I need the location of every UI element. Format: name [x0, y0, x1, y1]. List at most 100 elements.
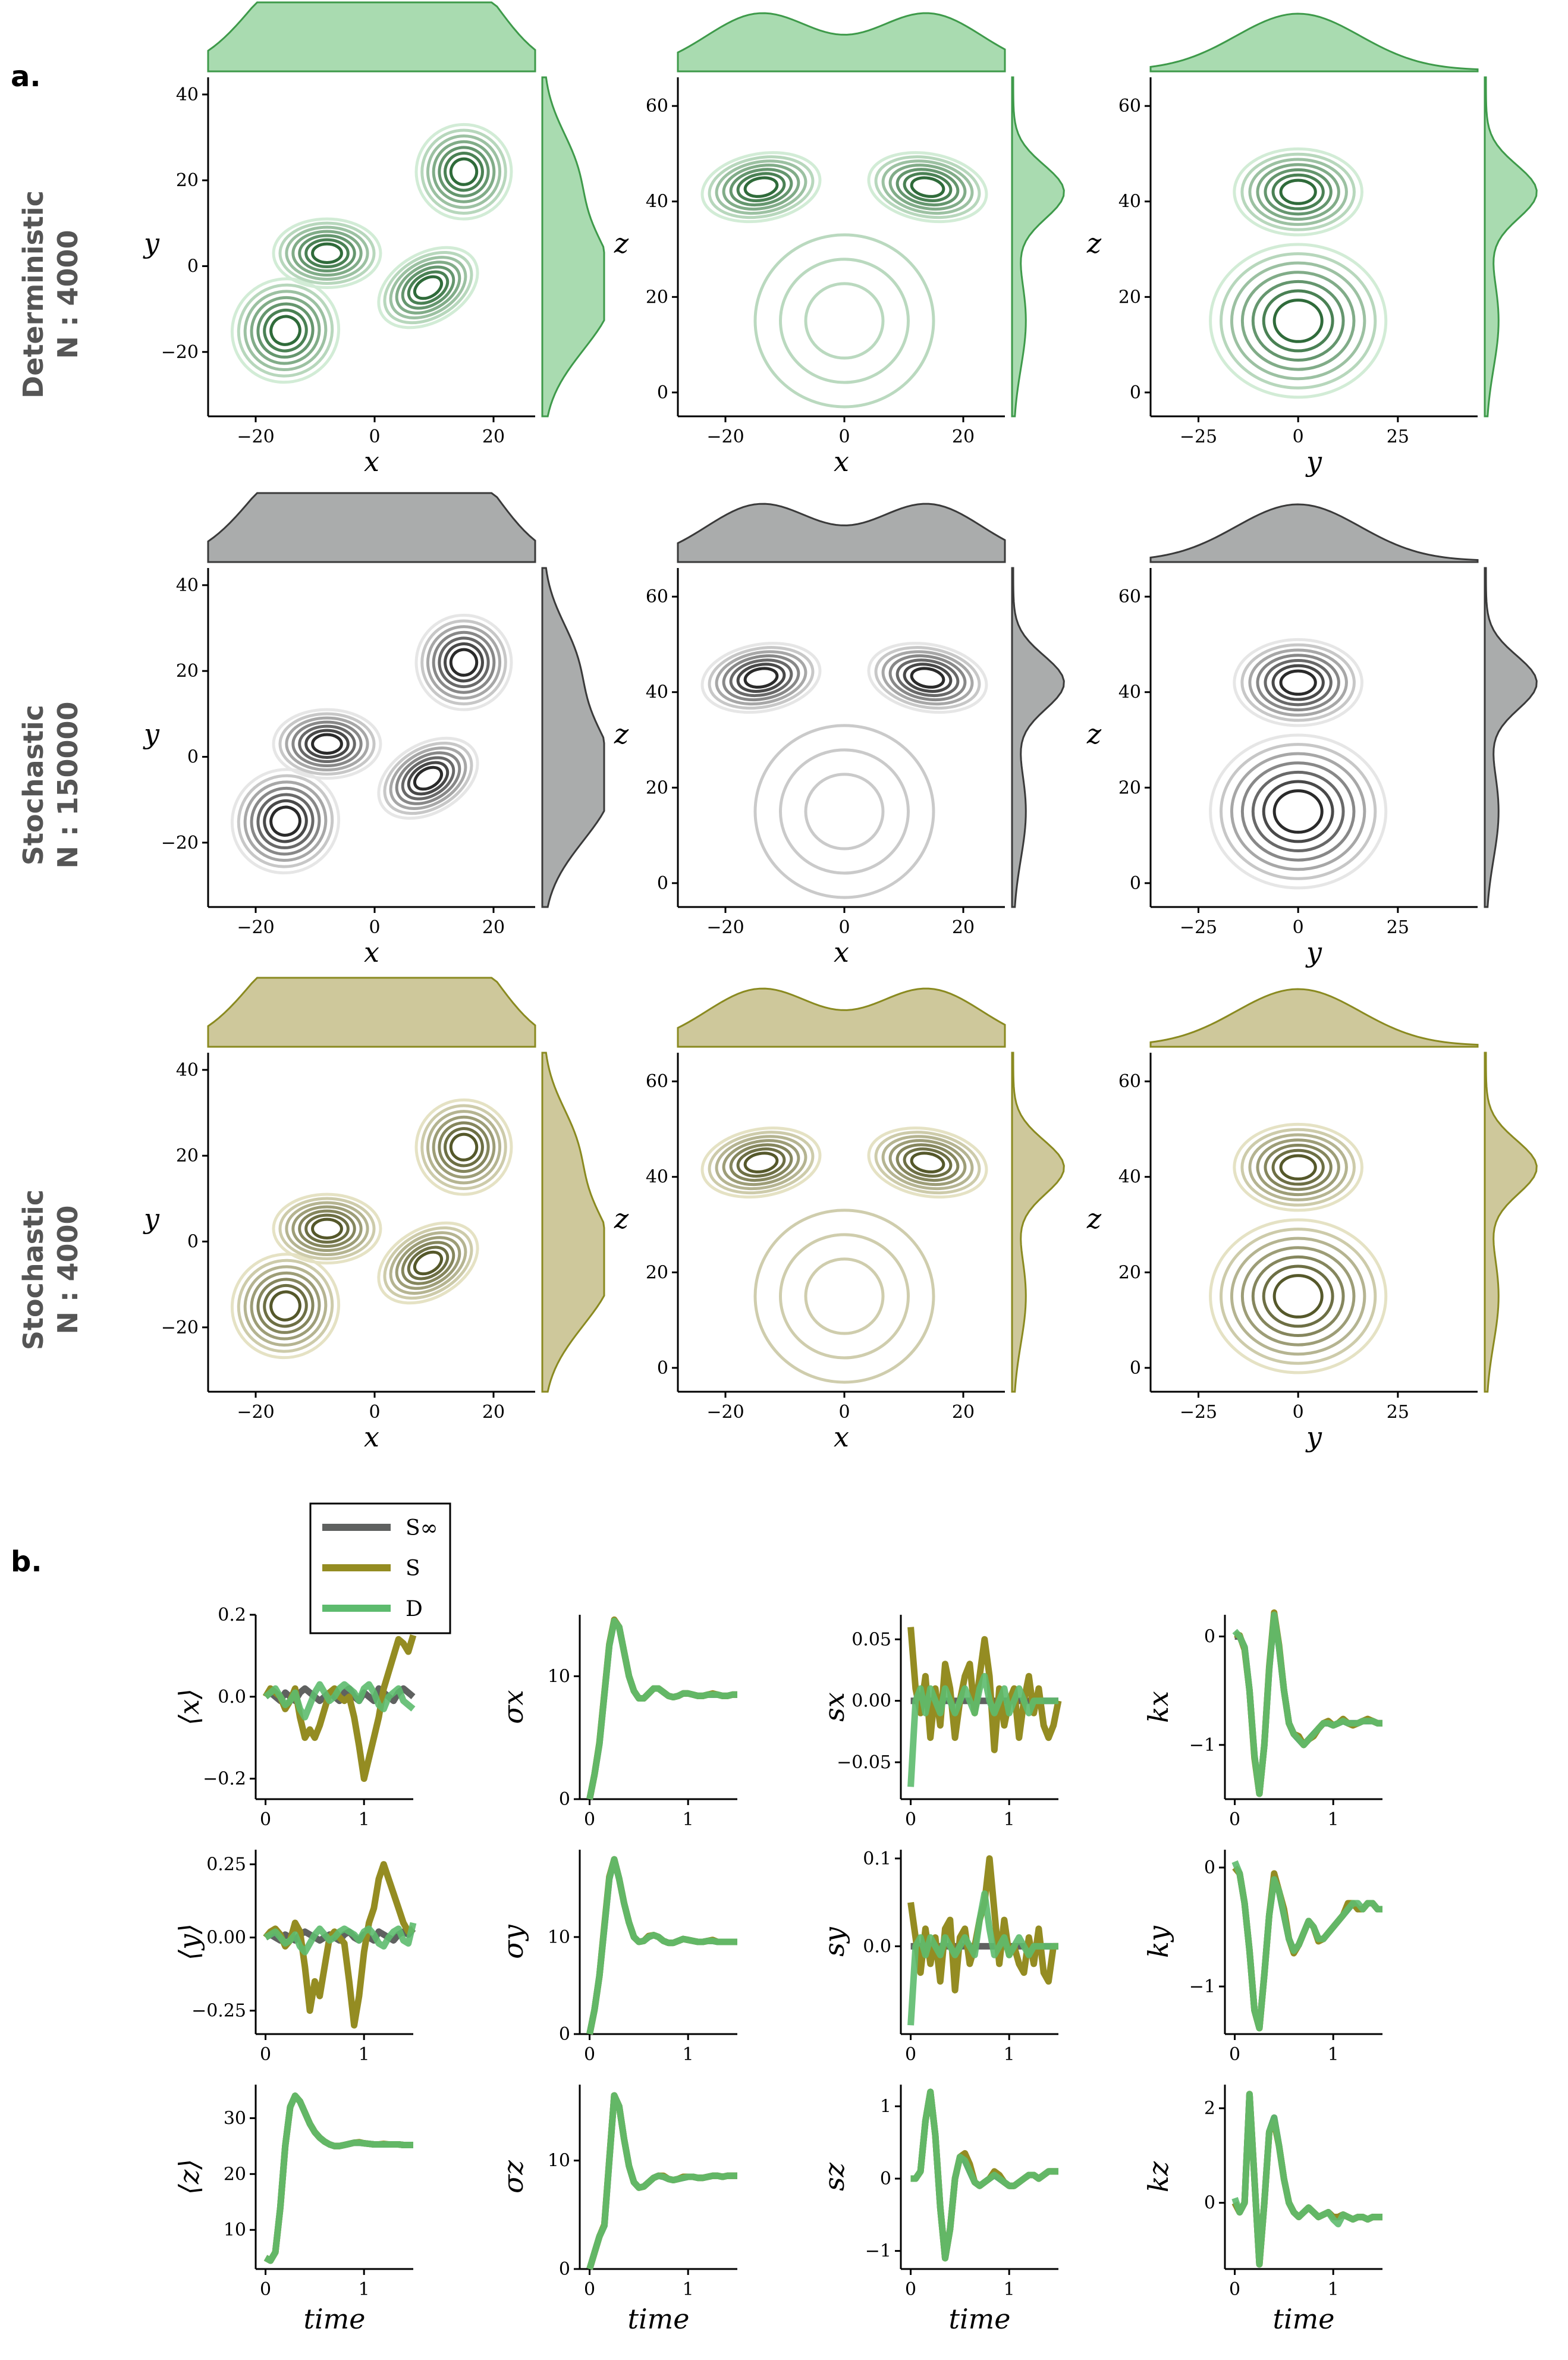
y-tick-label: 0: [187, 746, 199, 767]
x-axis-label: y: [1305, 445, 1322, 478]
x-tick-label: 1: [1328, 2044, 1339, 2065]
contour-line: [304, 729, 350, 759]
series-D: [1232, 1611, 1382, 1797]
series-S: [907, 1627, 1062, 1753]
contour-line: [269, 1290, 301, 1322]
contour-line: [874, 155, 981, 219]
top-marginal-density: [677, 503, 1006, 563]
y-tick-label: 0: [1204, 1857, 1215, 1878]
top-marginal-density: [1149, 503, 1479, 563]
y-tick-label: 20: [646, 287, 668, 307]
contour-line: [1233, 638, 1363, 727]
contour-line: [263, 799, 308, 843]
y-tick-label: 40: [1118, 192, 1141, 212]
contour-line: [715, 159, 807, 215]
x-tick-label: −25: [1180, 1402, 1217, 1423]
series-D: [586, 2092, 737, 2270]
x-tick-label: 25: [1387, 1402, 1409, 1423]
contour-line: [779, 258, 910, 384]
contour-line: [1230, 261, 1366, 381]
top-marginal-density: [1149, 988, 1479, 1048]
contour-line: [1240, 761, 1356, 862]
moment-panel-4: 0 1 −0.25 0.00 0.25 ⟨y⟩: [173, 1850, 417, 2065]
x-tick-label: −20: [706, 426, 744, 447]
contour-line: [377, 1221, 479, 1305]
x-axis-label: x: [834, 1421, 849, 1453]
y-axis-label: z: [614, 227, 629, 259]
contour-line: [1279, 669, 1317, 696]
x-tick-label: 1: [1328, 2279, 1339, 2300]
contour-line: [237, 774, 334, 868]
y-tick-label: 20: [176, 661, 199, 682]
x-tick-label: 0: [838, 917, 850, 938]
contour-line: [383, 1226, 473, 1300]
y-tick-label: 0: [1204, 2193, 1215, 2214]
moment-panel-7: 0 1 −1 0 ky: [1142, 1850, 1382, 2065]
x-tick-label: 0: [369, 1402, 380, 1423]
right-marginal-density: [1484, 1052, 1538, 1393]
contour-line: [377, 736, 479, 820]
y-tick-label: 40: [646, 192, 668, 212]
y-axis-label: σx: [497, 1690, 529, 1724]
contour-line: [708, 646, 815, 710]
contour-line: [1251, 770, 1345, 852]
contour-line: [1220, 743, 1377, 880]
x-tick-label: 0: [260, 2044, 271, 2065]
contour-line: [895, 168, 960, 206]
y-tick-label: 0: [880, 2168, 891, 2189]
contour-line: [278, 1197, 376, 1261]
top-marginal: [677, 503, 1006, 563]
contour-line: [304, 1213, 350, 1244]
x-tick-label: 1: [1004, 2044, 1015, 2065]
contour-line: [753, 233, 935, 409]
contour-line: [444, 152, 484, 192]
x-axis-label: x: [364, 445, 379, 478]
series-D: [1231, 1860, 1382, 2032]
y-tick-label: 20: [176, 1146, 199, 1166]
x-axis-label: time: [303, 2303, 365, 2335]
y-tick-label: 30: [224, 2108, 246, 2129]
contour-line: [1264, 659, 1333, 707]
contour-line: [1209, 733, 1388, 890]
contour-line: [700, 642, 822, 714]
contour-line: [708, 1131, 815, 1195]
contour-line: [413, 275, 444, 300]
y-axis-label: z: [614, 1203, 629, 1235]
x-tick-label: 1: [359, 2279, 370, 2300]
contour-line: [389, 1231, 467, 1295]
x-tick-label: 1: [1004, 2279, 1015, 2300]
contour-line: [432, 630, 496, 694]
contour-line: [426, 1110, 502, 1185]
y-tick-label: 20: [646, 777, 668, 798]
y-tick-label: 0: [1204, 1626, 1215, 1647]
series-D: [910, 2088, 1058, 2262]
top-marginal: [677, 12, 1006, 73]
x-tick-label: 0: [1229, 2044, 1240, 2065]
x-tick-label: 0: [584, 2044, 595, 2065]
right-marginal-density: [1011, 76, 1065, 418]
right-marginal: [1484, 1052, 1538, 1393]
x-tick-label: 20: [952, 917, 975, 938]
x-tick-label: −20: [237, 1402, 274, 1423]
x-tick-label: 0: [838, 1402, 850, 1423]
y-tick-label: 20: [1118, 777, 1141, 798]
y-axis-label: z: [1086, 227, 1102, 259]
x-axis-label: y: [1305, 1421, 1322, 1453]
y-tick-label: −1: [1189, 1976, 1215, 1997]
x-tick-label: 1: [1004, 1809, 1015, 1830]
contour-line: [1251, 1255, 1345, 1337]
right-marginal: [541, 567, 605, 908]
y-tick-label: 0: [1130, 873, 1141, 894]
contour-line: [1264, 1144, 1333, 1191]
y-axis-label: y: [143, 227, 160, 259]
x-tick-label: 0: [369, 917, 380, 938]
contour-line: [910, 176, 945, 198]
contour-line: [895, 1143, 960, 1182]
contour-panel-r1-c0: −20 0 20 −20 0 20 40 x y: [143, 492, 605, 968]
moment-panel-2: 0 1 −0.05 0.00 0.05 sx: [818, 1615, 1062, 1830]
contour-line: [881, 1135, 974, 1191]
contour-line: [444, 642, 484, 683]
contour-line: [263, 309, 308, 353]
contour-line: [1248, 648, 1348, 717]
